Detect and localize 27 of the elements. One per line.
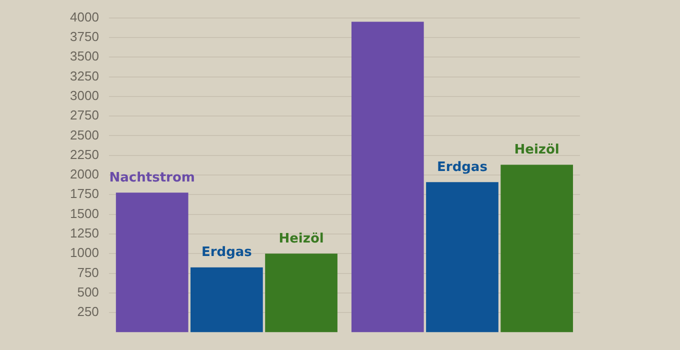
y-tick-label: 2250 <box>70 146 99 162</box>
bar <box>190 267 263 332</box>
y-tick-label: 3500 <box>70 48 99 64</box>
bar <box>116 192 188 332</box>
bar <box>500 164 573 332</box>
y-tick-label: 1500 <box>70 206 99 221</box>
y-tick-label: 3000 <box>70 88 99 103</box>
y-tick-label: 3750 <box>70 29 99 44</box>
text: Heizöl <box>514 142 560 158</box>
y-tick-label: 2750 <box>70 108 99 123</box>
y-tick-label: 4000 <box>70 9 99 24</box>
y-tick-label: 1750 <box>70 186 99 202</box>
y-tick-label: 1250 <box>70 226 99 241</box>
text: Erdgas <box>437 160 488 175</box>
y-tick-label: 500 <box>77 284 99 300</box>
series-label: Erdgas <box>201 245 252 260</box>
bar <box>351 22 424 332</box>
y-tick-label: 3250 <box>70 68 99 84</box>
series-label: Heizöl <box>278 231 324 246</box>
y-tick-label: 2500 <box>70 127 99 142</box>
y-tick-label: 2000 <box>70 166 99 182</box>
y-tick-label: 250 <box>77 304 99 320</box>
y-tick-label: 750 <box>77 264 99 280</box>
bar <box>426 182 498 332</box>
series-label: Nachtstrom <box>109 170 195 186</box>
y-tick-label: 1000 <box>70 245 99 260</box>
bar <box>265 254 338 332</box>
